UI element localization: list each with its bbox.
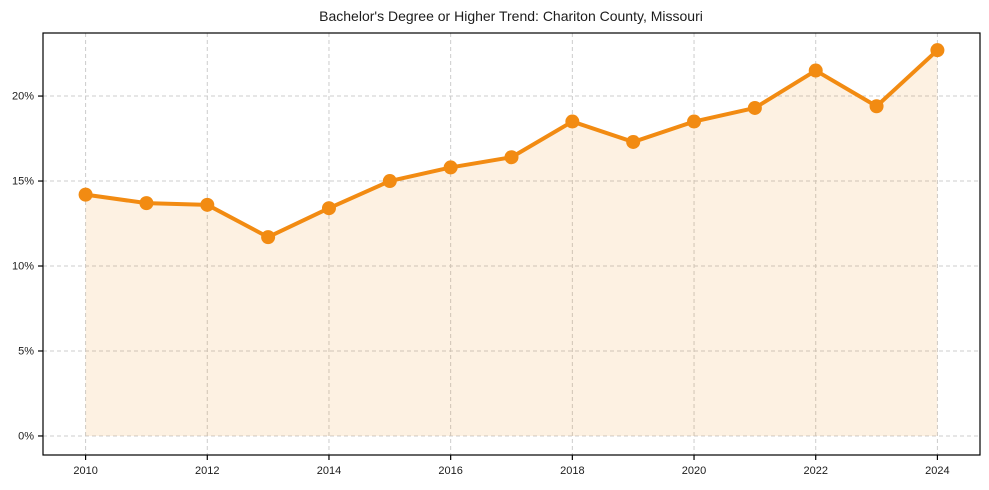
data-point-2015 [382, 174, 397, 189]
x-tick-label: 2018 [560, 465, 584, 477]
data-point-2022 [808, 63, 823, 78]
data-point-2021 [747, 100, 762, 115]
chart-title: Bachelor's Degree or Higher Trend: Chari… [319, 8, 703, 24]
data-point-2013 [261, 230, 276, 245]
x-tick-label: 2022 [803, 465, 827, 477]
data-point-2023 [869, 99, 884, 114]
data-points-layer [78, 43, 945, 245]
data-point-2012 [200, 197, 215, 212]
data-point-2010 [78, 187, 93, 202]
data-point-2018 [565, 114, 580, 129]
gridlines [43, 33, 980, 455]
y-tick-label: 20% [12, 91, 34, 103]
axis-ticks-layer: 0% 5% 10% 15% 20% 2010 2012 2014 2016 2018 2020 202… [12, 91, 950, 477]
data-point-2024 [930, 43, 945, 58]
y-tick-label: 5% [18, 346, 34, 358]
data-point-2014 [321, 201, 336, 216]
area-fill-layer [85, 50, 938, 436]
x-tick-label: 2020 [682, 465, 706, 477]
x-tick-label: 2016 [438, 465, 462, 477]
y-tick-label: 10% [12, 261, 34, 273]
y-tick-label: 15% [12, 176, 34, 188]
data-point-2020 [687, 114, 702, 129]
data-point-2016 [443, 160, 458, 175]
x-tick-label: 2024 [925, 465, 949, 477]
x-tick-label: 2014 [317, 465, 341, 477]
area-fill [85, 50, 938, 436]
data-point-2019 [626, 134, 641, 149]
plot-frame-layer [42, 32, 981, 456]
y-tick-label: 0% [18, 431, 34, 443]
x-tick-label: 2010 [73, 465, 97, 477]
data-point-2017 [504, 150, 519, 165]
x-tick-label: 2012 [195, 465, 219, 477]
data-point-2011 [139, 196, 154, 211]
plot-border [42, 32, 981, 456]
